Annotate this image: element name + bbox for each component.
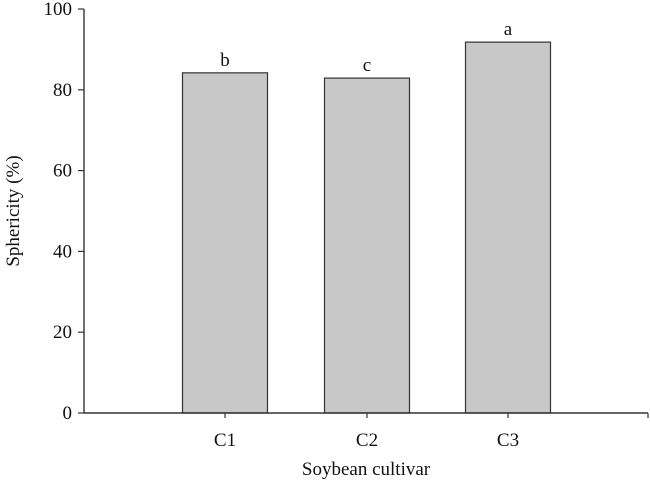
y-axis-label: Sphericity (%) — [3, 155, 24, 267]
y-tick-label: 20 — [53, 322, 72, 343]
x-axis-label: Soybean cultivar — [301, 459, 431, 480]
bar-c3 — [464, 41, 552, 414]
y-tick-label: 60 — [53, 161, 72, 182]
x-tick-label: C3 — [497, 430, 519, 451]
x-tick-label: C1 — [214, 430, 236, 451]
y-tick-label: 80 — [53, 80, 72, 101]
bar-c1 — [181, 72, 269, 414]
significance-letter: b — [220, 50, 230, 71]
axes-group: C1 C2 C3 0 20 40 60 80 100 — [44, 0, 649, 451]
y-tick-label: 40 — [53, 241, 72, 262]
bars-group: b c a — [181, 19, 552, 414]
bar-c2 — [323, 77, 411, 414]
x-tick-label: C2 — [356, 430, 378, 451]
y-tick-label: 0 — [63, 403, 73, 424]
y-tick-label: 100 — [44, 0, 73, 20]
significance-letter: a — [504, 19, 513, 40]
significance-letter: c — [363, 55, 371, 76]
